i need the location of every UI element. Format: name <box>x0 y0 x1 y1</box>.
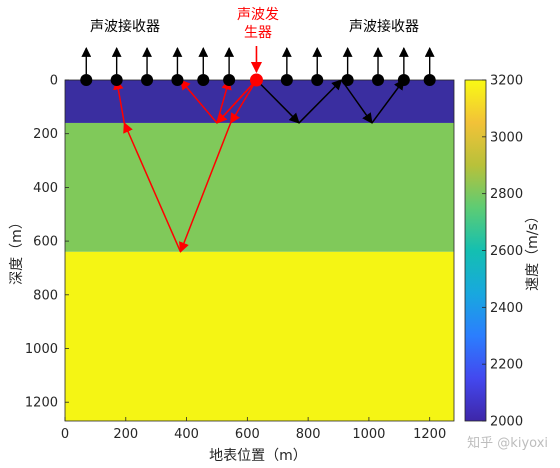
colorbar-tick-label: 3000 <box>490 130 523 145</box>
y-tick-label: 400 <box>33 181 58 196</box>
ray-2-segment <box>216 78 232 124</box>
receiver-dot-1 <box>80 74 93 86</box>
receiver-label-right: 声波接收器 <box>349 18 419 35</box>
ray-4-segment <box>298 79 343 124</box>
colorbar-ticks: 2000 2200 2400 2600 2800 3000 3200 <box>482 74 523 430</box>
x-tick-label: 200 <box>113 427 138 442</box>
receiver-label-left: 声波接收器 <box>90 18 160 35</box>
ray-3-segment <box>123 121 182 253</box>
source-label-line1: 声波发 <box>237 7 279 23</box>
y-axis-ticks: 0 200 400 600 800 1000 1200 <box>25 74 69 411</box>
ray-4-segment <box>340 79 373 124</box>
x-tick-label: 800 <box>296 427 321 442</box>
source-dot <box>249 73 263 87</box>
colorbar-tick-label: 3200 <box>490 74 523 89</box>
receiver-dot-7 <box>280 74 293 86</box>
y-tick-label: 0 <box>50 74 58 89</box>
x-tick-label: 400 <box>174 427 199 442</box>
receiver-dot-9 <box>341 74 354 86</box>
colorbar-tick-label: 2200 <box>490 358 523 373</box>
ray-3-segment <box>179 122 232 253</box>
x-axis-label: 地表位置（m） <box>209 448 307 464</box>
ray-2-segment <box>216 79 258 124</box>
receiver-dot-4 <box>171 74 184 86</box>
receiver-dot-5 <box>197 74 210 86</box>
receivers <box>80 47 436 86</box>
y-tick-label: 600 <box>33 235 58 250</box>
x-tick-label: 600 <box>235 427 260 442</box>
receiver-dot-11 <box>397 74 410 86</box>
colorbar-tick-label: 2800 <box>490 187 523 202</box>
source-label-line2: 生器 <box>244 25 272 41</box>
receiver-dot-12 <box>423 74 436 86</box>
receiver-dot-2 <box>110 74 123 86</box>
ray-paths <box>113 78 405 253</box>
ray-1-segment <box>179 79 218 124</box>
x-axis-ticks: 0 200 400 600 800 1000 1200 <box>61 417 446 442</box>
y-tick-label: 800 <box>33 288 58 303</box>
x-tick-label: 1000 <box>352 427 385 442</box>
y-axis-label: 深度（m） <box>9 215 25 285</box>
colorbar-tick-label: 2000 <box>490 415 523 430</box>
receiver-dot-6 <box>223 74 236 86</box>
watermark: 知乎 @kiyoxi <box>467 435 548 451</box>
y-tick-label: 1200 <box>25 396 58 411</box>
velocity-layer-1 <box>65 80 454 123</box>
velocity-layers <box>65 80 454 421</box>
y-tick-label: 200 <box>33 127 58 142</box>
velocity-layer-3 <box>65 251 454 421</box>
y-tick-label: 1000 <box>25 342 58 357</box>
x-tick-label: 0 <box>61 427 69 442</box>
receiver-dot-8 <box>311 74 324 86</box>
ray-4-segment <box>255 79 300 124</box>
receiver-dot-10 <box>372 74 385 86</box>
x-tick-label: 1200 <box>413 427 446 442</box>
colorbar-tick-label: 2600 <box>490 244 523 259</box>
receiver-dot-3 <box>141 74 154 86</box>
ray-4-segment <box>371 79 405 124</box>
ray-3-segment <box>229 79 258 124</box>
colorbar-tick-label: 2400 <box>490 301 523 316</box>
ray-3-segment <box>113 78 126 124</box>
velocity-layer-2 <box>65 122 454 252</box>
source <box>249 46 263 87</box>
colorbar-label: 速度（m/s） <box>525 209 541 291</box>
